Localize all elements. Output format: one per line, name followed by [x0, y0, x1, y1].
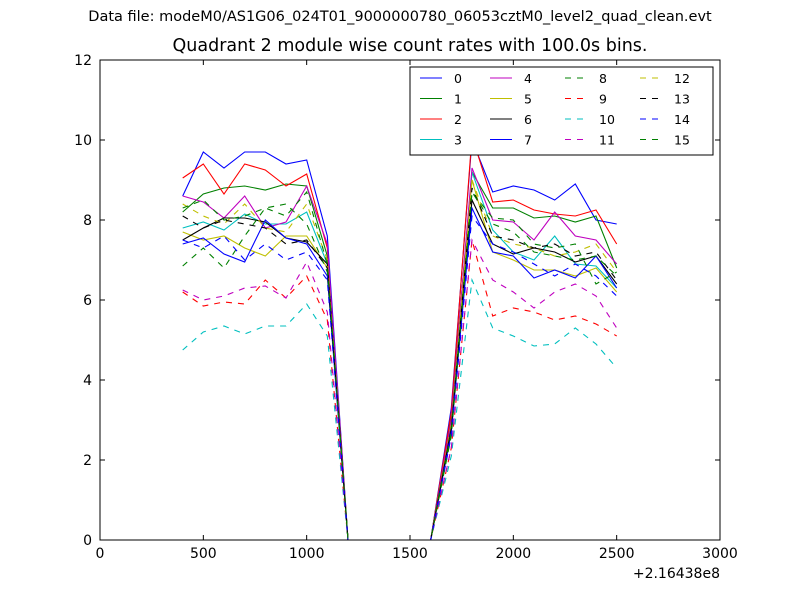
y-tick-label: 10 [74, 133, 92, 149]
x-tick-label: 0 [96, 546, 105, 562]
legend-label-0: 0 [454, 71, 462, 86]
series-line-5 [182, 179, 618, 541]
y-tick-label: 2 [83, 453, 92, 469]
legend-label-13: 13 [674, 92, 690, 107]
series-line-15 [182, 190, 618, 541]
series-line-13 [182, 187, 618, 541]
x-tick-label: 1000 [289, 546, 325, 562]
x-tick-label: 1500 [392, 546, 428, 562]
y-tick-label: 6 [83, 293, 92, 309]
legend-label-14: 14 [674, 112, 690, 127]
series-line-10 [182, 277, 618, 541]
series-line-8 [182, 190, 617, 541]
y-tick-label: 0 [83, 533, 92, 549]
figure-suptitle: Data file: modeM0/AS1G06_024T01_90000007… [88, 9, 712, 25]
legend-label-3: 3 [454, 133, 462, 148]
legend-label-6: 6 [524, 112, 532, 127]
legend-label-12: 12 [674, 71, 690, 86]
legend-label-8: 8 [599, 71, 607, 86]
legend-label-11: 11 [599, 133, 615, 148]
series-line-12 [182, 179, 618, 541]
y-tick-label: 4 [83, 373, 92, 389]
x-tick-label: 2500 [599, 546, 635, 562]
x-offset-label: +2.16438e8 [633, 566, 720, 582]
series-line-11 [182, 238, 618, 541]
y-tick-label: 8 [83, 213, 92, 229]
series-line-2 [182, 135, 618, 541]
x-tick-label: 2000 [496, 546, 532, 562]
series-layer [182, 135, 618, 541]
legend-frame [409, 66, 714, 156]
series-line-4 [182, 167, 618, 541]
series-line-9 [182, 239, 617, 541]
legend-label-5: 5 [524, 92, 532, 107]
series-line-14 [182, 214, 618, 541]
x-tick-label: 3000 [702, 546, 738, 562]
series-line-6 [182, 197, 618, 541]
legend-label-2: 2 [454, 112, 462, 127]
legend-label-10: 10 [599, 112, 615, 127]
legend-label-7: 7 [524, 133, 532, 148]
chart-title: Quadrant 2 module wise count rates with … [172, 36, 648, 56]
legend-label-1: 1 [454, 92, 462, 107]
legend-label-4: 4 [524, 71, 532, 86]
legend-label-9: 9 [599, 92, 607, 107]
legend-label-15: 15 [674, 133, 690, 148]
y-tick-label: 12 [74, 53, 92, 69]
series-line-1 [182, 170, 618, 541]
x-tick-label: 500 [190, 546, 217, 562]
series-line-3 [182, 171, 618, 541]
series-line-7 [182, 205, 618, 541]
